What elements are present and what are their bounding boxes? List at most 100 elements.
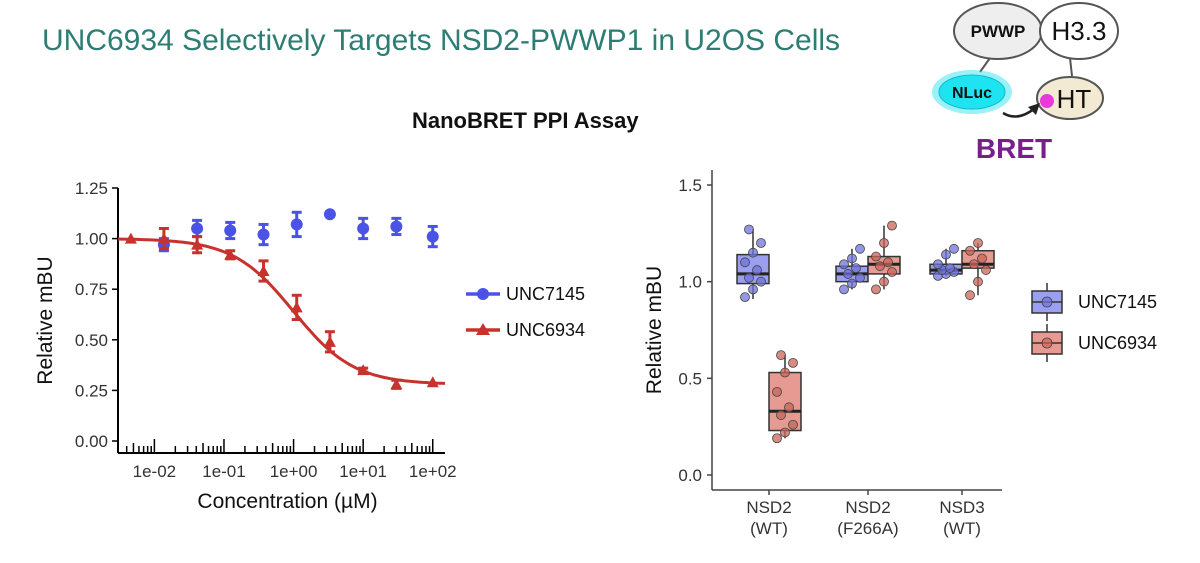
unc6934-point	[965, 290, 975, 301]
unc6934-point	[973, 238, 983, 248]
unc6934-point	[426, 376, 439, 388]
unc6934-fit-curve	[117, 237, 446, 385]
x-tick-label: 1e+00	[270, 462, 318, 481]
unc6934-point	[879, 276, 889, 287]
unc7145-point	[843, 269, 853, 279]
legend-unc6934-dot	[1041, 337, 1053, 349]
unc7145-point	[756, 276, 766, 287]
y-tick-label: 0.25	[75, 381, 108, 400]
y-tick-label: 0.0	[678, 466, 702, 485]
unc6934-point	[875, 261, 885, 272]
unc6934-point	[780, 427, 790, 438]
legend-unc7145-label: UNC7145	[506, 284, 585, 304]
unc6934-point	[788, 419, 798, 430]
unc7145-point	[839, 259, 849, 270]
y-tick-label: 1.00	[75, 230, 108, 249]
unc7145-point	[426, 230, 439, 243]
unc6934-point	[871, 251, 881, 262]
assay-title: NanoBRET PPI Assay	[412, 108, 639, 133]
y-tick-label: 0.00	[75, 432, 108, 451]
x-tick-label: NSD2	[845, 498, 890, 517]
unc6934-point	[157, 232, 170, 244]
unc7145-point	[847, 253, 857, 264]
legend-unc6934-label: UNC6934	[1078, 333, 1157, 353]
unc6934-point	[124, 232, 137, 244]
y-tick-label: 1.0	[678, 273, 702, 292]
x-axis-title: Concentration (µM)	[197, 490, 377, 513]
y-tick-label: 0.50	[75, 331, 108, 350]
y-axis-title: Relative mBU	[34, 256, 57, 384]
unc6934-point	[788, 357, 798, 368]
unc7145-point	[744, 224, 754, 235]
unc6934-point	[323, 335, 336, 347]
unc6934-point	[776, 410, 786, 420]
unc7145-point	[224, 224, 237, 237]
x-tick-label: NSD3	[939, 498, 984, 517]
x-tick-label: (WT)	[943, 519, 981, 538]
legend-unc6934-marker	[476, 323, 490, 335]
unc7145-point	[748, 284, 758, 295]
unc6934-point	[965, 245, 975, 256]
unc6934-point	[776, 350, 786, 361]
unc6934-point	[784, 402, 794, 413]
unc7145-point	[290, 218, 303, 231]
x-tick-label: 1e+01	[339, 462, 387, 481]
slide-title: UNC6934 Selectively Targets NSD2-PWWP1 i…	[42, 24, 841, 57]
unc7145-point	[855, 243, 865, 254]
unc7145-point	[945, 263, 955, 274]
unc7145-point	[756, 238, 766, 248]
unc6934-point	[257, 264, 270, 276]
unc7145-point	[851, 263, 861, 274]
x-tick-label: 1e-02	[133, 462, 176, 481]
unc6934-point	[390, 378, 403, 390]
unc6934-point	[191, 238, 204, 250]
unc6934-point	[772, 386, 782, 397]
unc7145-point	[740, 257, 750, 268]
unc6934-point	[871, 284, 881, 295]
legend-unc7145-dot	[1041, 296, 1053, 308]
unc7145-point	[191, 222, 204, 235]
x-tick-label: NSD2	[746, 498, 791, 517]
unc7145-point	[740, 292, 750, 303]
unc6934-point	[879, 238, 889, 248]
unc7145-point	[323, 208, 336, 221]
unc6934-point	[969, 259, 979, 270]
unc6934-point	[981, 265, 991, 275]
unc7145-point	[744, 272, 754, 283]
x-tick-label: 1e+02	[409, 462, 457, 481]
unc7145-point	[847, 278, 857, 289]
unc6934-point	[772, 433, 782, 444]
unc6934-point	[977, 253, 987, 264]
x-tick-label: 1e-01	[202, 462, 245, 481]
unc6934-point	[357, 364, 370, 376]
unc6934-point	[973, 276, 983, 287]
unc7145-point	[357, 222, 370, 235]
unc7145-point	[855, 272, 865, 283]
y-tick-label: 0.75	[75, 280, 108, 299]
unc6934-point	[887, 220, 897, 231]
y-tick-label: 1.5	[678, 176, 702, 195]
unc6934-point	[883, 257, 893, 268]
unc7145-point	[933, 259, 943, 270]
y-tick-label: 1.25	[75, 179, 108, 198]
unc6934-point	[224, 248, 237, 260]
unc7145-point	[941, 249, 951, 260]
unc6934-point	[290, 301, 303, 313]
unc6934-point	[780, 367, 790, 378]
x-tick-label: (F266A)	[837, 519, 898, 538]
unc7145-point	[949, 243, 959, 254]
y-axis-title: Relative mBU	[643, 266, 666, 394]
legend-unc6934-label: UNC6934	[506, 320, 585, 340]
unc7145-point	[752, 265, 762, 275]
legend-unc7145-marker	[477, 288, 489, 300]
legend-unc7145-label: UNC7145	[1078, 292, 1157, 312]
unc7145-point	[839, 284, 849, 295]
unc7145-point	[257, 228, 270, 241]
y-tick-label: 0.5	[678, 369, 702, 388]
unc7145-point	[748, 247, 758, 258]
x-tick-label: (WT)	[750, 519, 788, 538]
unc7145-point	[390, 220, 403, 233]
unc6934-point	[887, 267, 897, 277]
